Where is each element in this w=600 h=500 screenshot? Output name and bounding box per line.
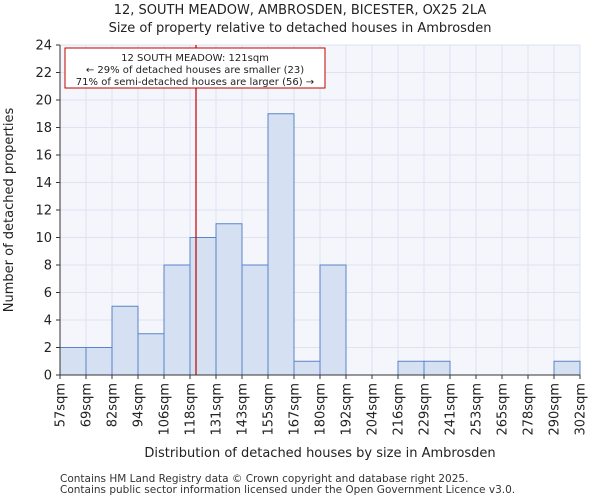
bar-131sqm xyxy=(215,223,243,376)
bar-229sqm xyxy=(423,360,451,376)
y-axis-label: Number of detached properties xyxy=(2,108,17,313)
y-tick-label: 18 xyxy=(35,121,52,136)
y-tick-label: 10 xyxy=(35,231,52,246)
x-tick-label: 216sqm xyxy=(392,383,407,436)
bar-57sqm xyxy=(59,347,87,376)
x-tick-label: 192sqm xyxy=(340,383,355,436)
bar-69sqm xyxy=(85,347,113,376)
y-tick-label: 8 xyxy=(44,259,52,274)
x-tick-label: 155sqm xyxy=(262,383,277,436)
bars xyxy=(59,113,581,376)
x-axis-label: Distribution of detached houses by size … xyxy=(144,446,495,461)
x-tick-label: 106sqm xyxy=(158,383,173,436)
y-tick-label: 12 xyxy=(35,204,52,219)
y-tick-label: 2 xyxy=(44,341,52,356)
x-tick-label: 94sqm xyxy=(132,383,147,427)
x-tick-label: 229sqm xyxy=(418,383,433,436)
bar-167sqm xyxy=(293,360,321,376)
x-tick-label: 167sqm xyxy=(288,383,303,436)
x-tick-label: 180sqm xyxy=(314,383,329,436)
bar-143sqm xyxy=(241,264,269,376)
y-tick-label: 22 xyxy=(35,66,52,81)
x-tick-label: 278sqm xyxy=(522,383,537,436)
annotation-line-1: 12 SOUTH MEADOW: 121sqm xyxy=(121,53,269,64)
x-tick-label: 131sqm xyxy=(210,383,225,436)
y-tick-label: 14 xyxy=(35,176,52,191)
x-tick-label: 57sqm xyxy=(54,383,69,427)
y-tick-label: 0 xyxy=(44,369,52,384)
annotation-line-2: ← 29% of detached houses are smaller (23… xyxy=(86,65,304,76)
x-tick-label: 265sqm xyxy=(496,383,511,436)
x-tick-label: 290sqm xyxy=(548,383,563,436)
bar-118sqm xyxy=(189,237,217,376)
x-tick-label: 143sqm xyxy=(236,383,251,436)
bar-155sqm xyxy=(267,113,295,376)
x-tick-label: 253sqm xyxy=(470,383,485,436)
bar-82sqm xyxy=(111,305,139,376)
bar-216sqm xyxy=(397,360,425,376)
chart-title: 12, SOUTH MEADOW, AMBROSDEN, BICESTER, O… xyxy=(113,3,487,18)
footer-line-1: Contains HM Land Registry data © Crown c… xyxy=(60,473,469,485)
bar-106sqm xyxy=(163,264,191,376)
y-tick-label: 4 xyxy=(44,314,52,329)
annotation-line-3: 71% of semi-detached houses are larger (… xyxy=(76,77,314,88)
x-tick-label: 241sqm xyxy=(444,383,459,436)
chart-subtitle: Size of property relative to detached ho… xyxy=(108,21,492,36)
bar-180sqm xyxy=(319,264,347,376)
annotation-border xyxy=(64,47,326,89)
footer-line-2: Contains public sector information licen… xyxy=(60,484,516,496)
bar-290sqm xyxy=(553,360,581,376)
y-tick-label: 16 xyxy=(35,149,52,164)
y-tick-label: 20 xyxy=(35,94,52,109)
x-ticks: 57sqm 69sqm 82sqm 94sqm 106sqm 118sqm 131sqm 14… xyxy=(54,375,589,436)
x-tick-label: 82sqm xyxy=(106,383,121,427)
y-tick-label: 24 xyxy=(35,39,52,54)
x-tick-label: 69sqm xyxy=(80,383,95,427)
annotation-box: 12 SOUTH MEADOW: 121sqm ← 29% of detache… xyxy=(64,47,326,89)
x-tick-label: 204sqm xyxy=(366,383,381,436)
bar-94sqm xyxy=(137,333,165,376)
x-tick-label: 118sqm xyxy=(184,383,199,436)
y-tick-label: 6 xyxy=(44,286,52,301)
x-tick-label: 302sqm xyxy=(574,383,589,436)
